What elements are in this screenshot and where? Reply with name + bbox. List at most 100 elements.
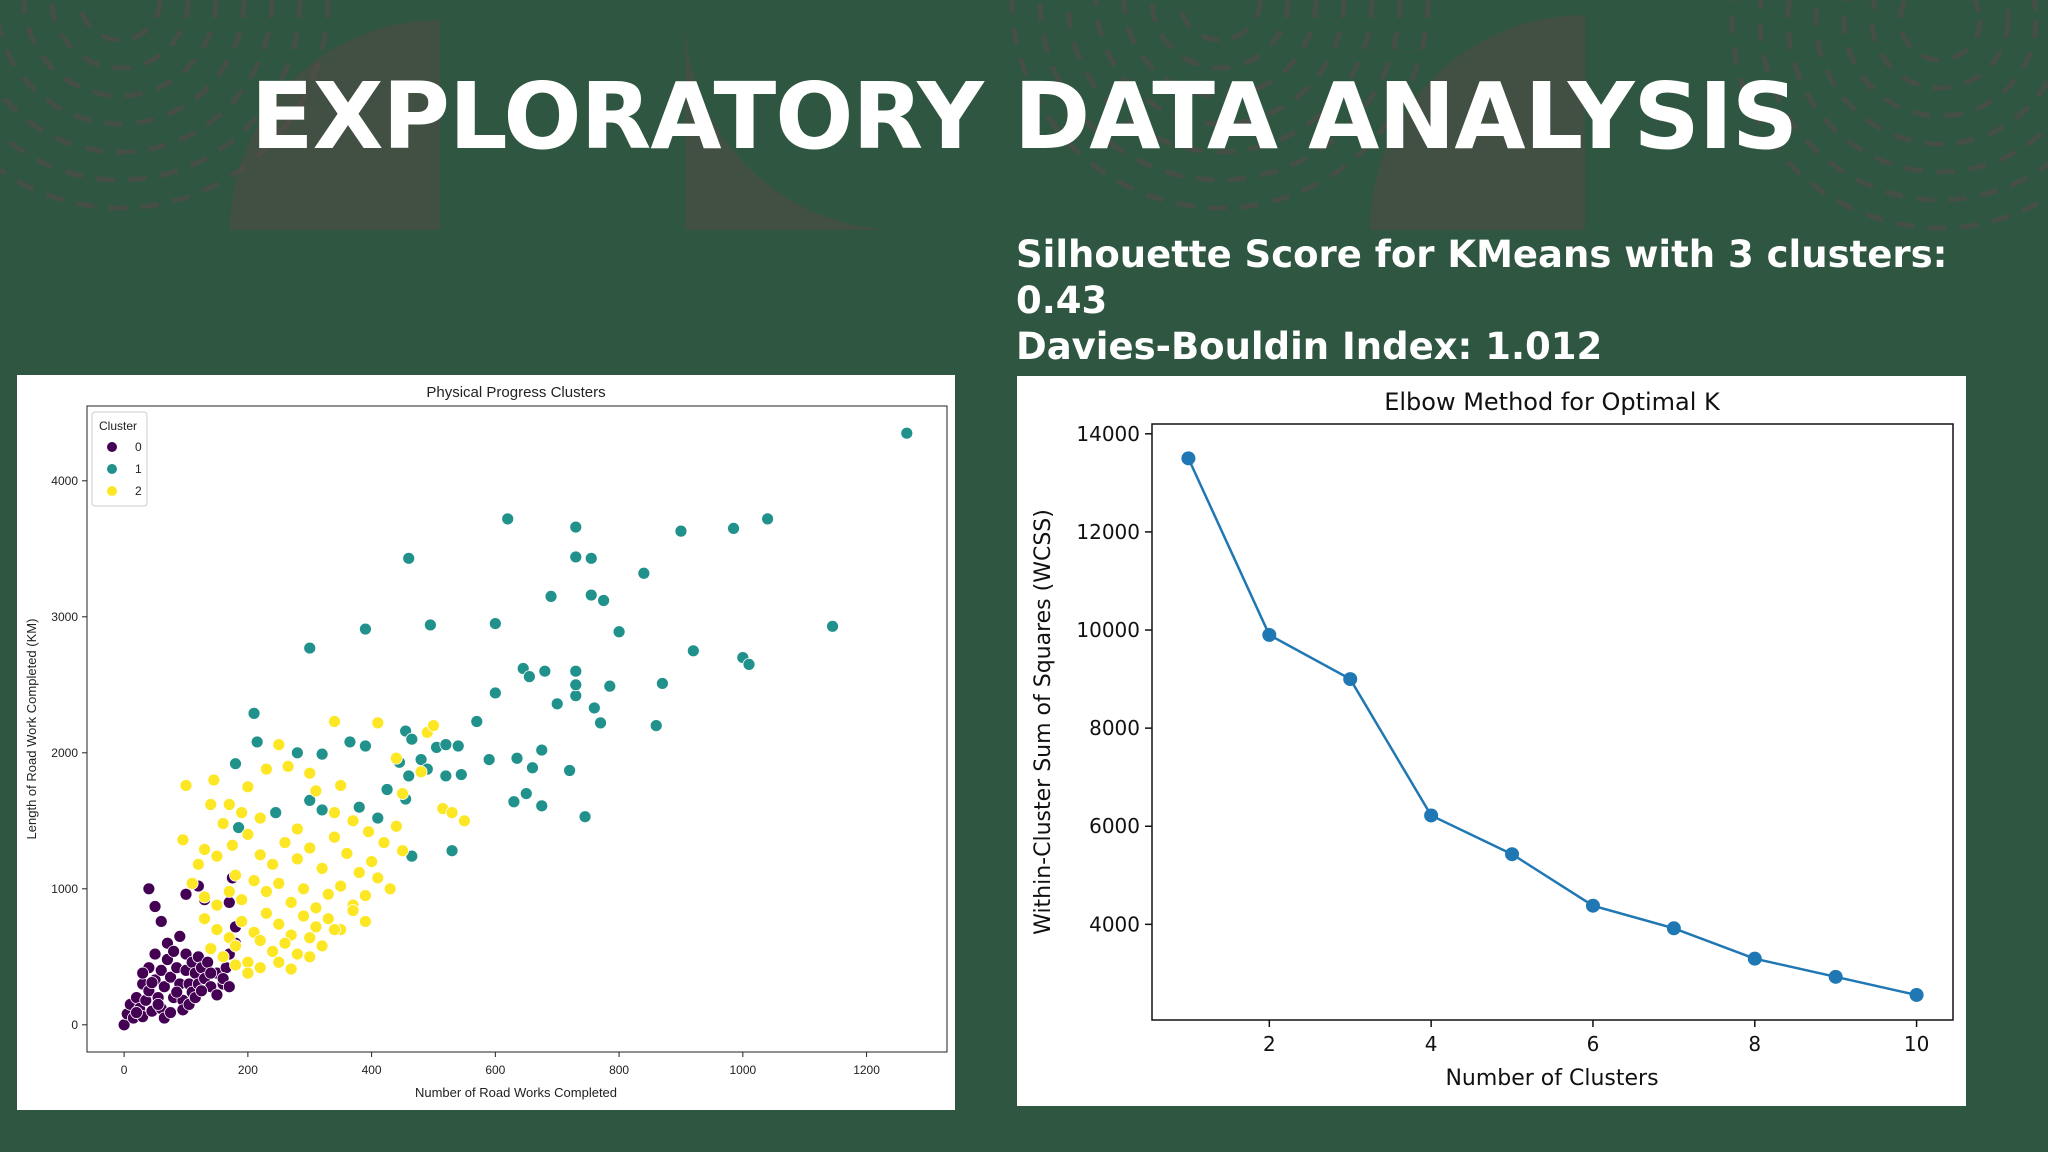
scatter-point-cluster-0 xyxy=(179,887,193,901)
scatter-point-cluster-2 xyxy=(253,961,267,975)
scatter-point-cluster-2 xyxy=(260,906,273,920)
wcss-point xyxy=(1505,847,1520,862)
decor-shape xyxy=(230,20,440,230)
scatter-point-cluster-1 xyxy=(522,670,536,684)
decor-arc xyxy=(1869,0,2011,91)
scatter-point-cluster-0 xyxy=(173,930,187,943)
cluster-metrics: Silhouette Score for KMeans with 3 clust… xyxy=(1016,232,1956,370)
scatter-chart-panel: 0 200 400 600 800 1000 1200 0 1000 2000 3000 4000 P… xyxy=(17,375,955,1110)
scatter-point-cluster-2 xyxy=(229,868,242,882)
decor-arc xyxy=(1813,0,2048,147)
scatter-point-cluster-2 xyxy=(198,842,211,856)
scatter-point-cluster-0 xyxy=(157,980,171,994)
legend-label: 2 xyxy=(135,484,142,498)
scatter-point-cluster-2 xyxy=(176,833,190,847)
scatter-point-cluster-0 xyxy=(154,915,168,928)
scatter-point-cluster-1 xyxy=(519,787,533,801)
scatter-point-cluster-2 xyxy=(328,830,341,844)
scatter-point-cluster-2 xyxy=(458,814,471,828)
legend-box xyxy=(91,411,148,507)
scatter-point-cluster-1 xyxy=(569,689,583,703)
scatter-point-cluster-1 xyxy=(826,619,839,633)
scatter-point-cluster-2 xyxy=(352,866,366,879)
x-tick-label: 0 xyxy=(121,1063,128,1077)
scatter-point-cluster-1 xyxy=(563,764,576,777)
scatter-point-cluster-2 xyxy=(340,847,354,860)
scatter-point-cluster-0 xyxy=(151,998,165,1011)
scatter-point-cluster-1 xyxy=(451,739,465,753)
scatter-point-cluster-0 xyxy=(154,964,168,977)
scatter-point-cluster-1 xyxy=(247,706,261,720)
y-tick-label: 1000 xyxy=(51,882,78,896)
scatter-point-cluster-0 xyxy=(145,976,159,990)
scatter-point-cluster-2 xyxy=(225,838,239,852)
scatter-point-cluster-2 xyxy=(235,915,249,928)
scatter-point-cluster-2 xyxy=(222,885,236,898)
scatter-point-cluster-2 xyxy=(210,849,224,863)
scatter-point-cluster-2 xyxy=(303,931,317,945)
decor-arc xyxy=(1065,0,1375,155)
decor-arc xyxy=(1897,0,1983,63)
scatter-point-cluster-0 xyxy=(148,947,162,961)
scatter-point-cluster-2 xyxy=(198,912,211,926)
scatter-point-cluster-1 xyxy=(507,795,521,809)
scatter-point-cluster-1 xyxy=(584,588,598,602)
scatter-point-cluster-2 xyxy=(334,779,348,792)
y-tick-label: 2000 xyxy=(51,746,78,760)
plot-frame xyxy=(1151,423,1954,1021)
scatter-point-cluster-2 xyxy=(414,765,428,779)
scatter-point-cluster-2 xyxy=(272,917,286,931)
scatter-point-cluster-0 xyxy=(130,1006,143,1019)
scatter-point-cluster-2 xyxy=(396,787,409,801)
scatter-point-cluster-1 xyxy=(482,753,496,767)
decor-arc xyxy=(77,0,163,43)
legend-marker-2 xyxy=(107,486,117,496)
scatter-point-cluster-2 xyxy=(272,876,286,890)
scatter-point-cluster-1 xyxy=(584,551,598,565)
scatter-point-cluster-1 xyxy=(402,769,416,783)
wcss-point xyxy=(1343,672,1358,687)
legend-marker-0 xyxy=(107,442,117,452)
scatter-point-cluster-2 xyxy=(346,904,360,917)
wcss-point xyxy=(1909,987,1924,1002)
decor-arc xyxy=(1149,0,1291,71)
scatter-point-cluster-2 xyxy=(241,780,255,794)
scatter-point-cluster-2 xyxy=(210,898,224,912)
scatter-point-cluster-2 xyxy=(284,896,298,909)
scatter-point-cluster-1 xyxy=(526,761,539,775)
scatter-point-cluster-1 xyxy=(538,664,552,678)
scatter-point-cluster-2 xyxy=(445,806,459,820)
scatter-point-cluster-1 xyxy=(439,769,453,783)
scatter-point-cluster-1 xyxy=(603,679,617,693)
scatter-point-cluster-2 xyxy=(309,920,323,934)
scatter-point-cluster-0 xyxy=(164,1006,177,1019)
scatter-point-cluster-0 xyxy=(204,966,218,980)
scatter-point-cluster-2 xyxy=(241,827,255,841)
y-tick-label: 3000 xyxy=(51,610,78,624)
scatter-point-cluster-1 xyxy=(315,803,329,817)
scatter-point-cluster-2 xyxy=(266,857,280,871)
physical-progress-clusters-chart: 0 200 400 600 800 1000 1200 0 1000 2000 3000 4000 P… xyxy=(24,384,948,1100)
plot-frame xyxy=(86,405,948,1053)
scatter-point-cluster-2 xyxy=(253,811,267,825)
scatter-point-cluster-2 xyxy=(241,966,255,980)
scatter-point-cluster-1 xyxy=(544,589,558,603)
wcss-point xyxy=(1262,627,1277,642)
scatter-point-cluster-2 xyxy=(383,882,397,896)
scatter-point-cluster-2 xyxy=(222,798,236,811)
scatter-point-cluster-2 xyxy=(377,836,391,849)
scatter-point-cluster-2 xyxy=(216,950,230,964)
scatter-point-cluster-2 xyxy=(396,844,409,858)
scatter-point-cluster-2 xyxy=(297,882,310,896)
legend-label: 1 xyxy=(135,462,142,476)
scatter-point-cluster-2 xyxy=(297,909,310,923)
scatter-point-cluster-0 xyxy=(148,900,162,913)
scatter-point-cluster-1 xyxy=(402,551,416,565)
x-axis-label: Number of Road Works Completed xyxy=(415,1085,617,1100)
scatter-point-cluster-2 xyxy=(365,855,379,869)
scatter-point-cluster-2 xyxy=(253,934,267,947)
decor-arc xyxy=(0,0,275,155)
wcss-point xyxy=(1828,969,1843,984)
scatter-point-cluster-0 xyxy=(195,984,208,998)
scatter-point-cluster-2 xyxy=(210,923,224,936)
